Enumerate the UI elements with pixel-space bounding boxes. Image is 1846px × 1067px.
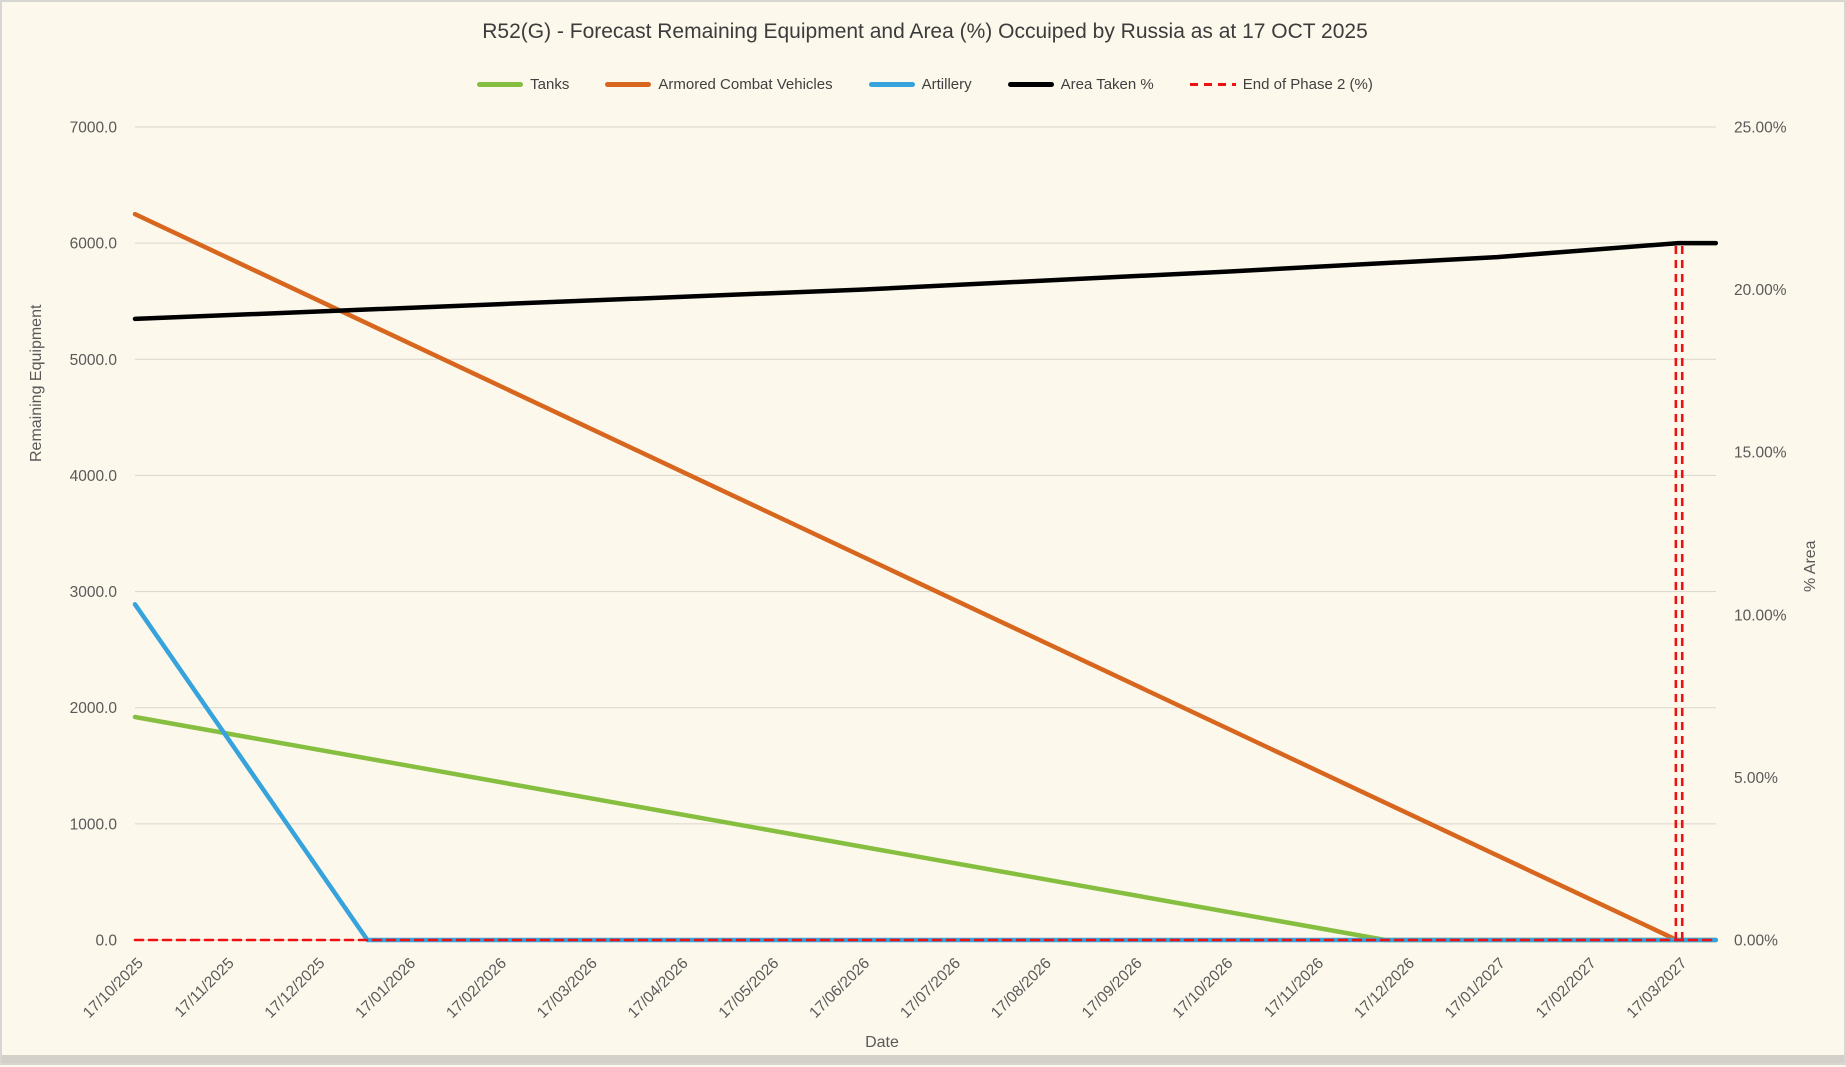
x-axis-tick-label: 17/10/2025	[80, 955, 147, 1022]
y-axis-tick-label-right: 15.00%	[1734, 445, 1787, 462]
end-of-phase-2-dashed-swatch-icon	[1189, 83, 1236, 86]
x-axis-tick-label: 17/08/2026	[988, 955, 1055, 1022]
chart-title: R52(G) - Forecast Remaining Equipment an…	[482, 20, 1368, 43]
legend: Tanks Armored Combat Vehicles Artillery …	[2, 76, 1846, 93]
acv-line-swatch-icon	[605, 82, 652, 87]
tanks-line-swatch-icon	[477, 82, 524, 87]
y-axis-tick-label-right: 25.00%	[1734, 120, 1787, 137]
y-axis-tick-label-left: 1000.0	[70, 816, 118, 833]
artillery-line-swatch-icon	[868, 82, 915, 87]
series-line-armored-combat-vehicles	[132, 211, 1680, 943]
y-axis-tick-label-left: 4000.0	[70, 468, 118, 485]
y-axis-tick-label-right: 20.00%	[1734, 282, 1787, 299]
x-axis-tick-label: 17/02/2026	[443, 955, 510, 1022]
series-line-tanks	[132, 714, 1719, 943]
legend-label-area-taken: Area Taken %	[1060, 76, 1154, 93]
x-axis-tick-label: 17/01/2027	[1442, 955, 1509, 1022]
x-axis-tick-label: 17/12/2025	[262, 955, 329, 1022]
y-axis-tick-label-left: 0.0	[95, 933, 117, 950]
legend-label-tanks: Tanks	[530, 76, 570, 93]
y-axis-tick-label-left: 6000.0	[70, 236, 118, 253]
legend-item-armored-combat-vehicles: Armored Combat Vehicles	[605, 76, 833, 93]
x-axis-tick-label: 17/12/2026	[1351, 955, 1418, 1022]
legend-label-acv: Armored Combat Vehicles	[658, 76, 833, 93]
x-axis-tick-label: 17/01/2026	[352, 955, 419, 1022]
y-axis-tick-label-right: 10.00%	[1734, 607, 1787, 624]
x-axis-tick-label: 17/05/2026	[716, 955, 783, 1022]
area-taken-line-swatch-icon	[1007, 82, 1054, 87]
x-axis-tick-label: 17/10/2026	[1170, 955, 1237, 1022]
x-axis-tick-label: 17/11/2025	[172, 955, 238, 1021]
y-axis-tick-label-left: 3000.0	[70, 584, 118, 601]
x-axis-tick-label: 17/03/2026	[534, 955, 601, 1022]
y-axis-tick-label-left: 7000.0	[70, 120, 118, 137]
x-axis-tick-label: 17/06/2026	[806, 955, 873, 1022]
series-line-artillery	[132, 602, 1719, 943]
legend-label-end-of-phase-2: End of Phase 2 (%)	[1242, 76, 1373, 93]
legend-item-tanks: Tanks	[477, 76, 569, 93]
x-axis-title: Date	[865, 1034, 899, 1051]
x-axis-tick-label: 17/07/2026	[897, 955, 964, 1022]
legend-item-end-of-phase-2: End of Phase 2 (%)	[1189, 76, 1373, 93]
x-axis-tick-label: 17/09/2026	[1079, 955, 1146, 1022]
x-axis-tick-label: 17/02/2027	[1533, 955, 1600, 1022]
y-axis-tick-label-left: 5000.0	[70, 352, 118, 369]
y-axis-tick-label-left: 2000.0	[70, 700, 118, 717]
y-axis-tick-label-right: 0.00%	[1734, 933, 1778, 950]
x-axis-tick-label: 17/04/2026	[625, 955, 692, 1022]
x-axis-tick-label: 17/11/2026	[1261, 955, 1327, 1021]
legend-item-artillery: Artillery	[868, 76, 972, 93]
window-bottom-edge	[2, 1055, 1844, 1063]
series-line-area-taken-	[132, 240, 1719, 322]
x-axis-tick-label: 17/03/2027	[1624, 955, 1691, 1022]
y-axis-tick-label-right: 5.00%	[1734, 770, 1778, 787]
legend-label-artillery: Artillery	[921, 76, 972, 93]
legend-item-area-taken: Area Taken %	[1007, 76, 1154, 93]
